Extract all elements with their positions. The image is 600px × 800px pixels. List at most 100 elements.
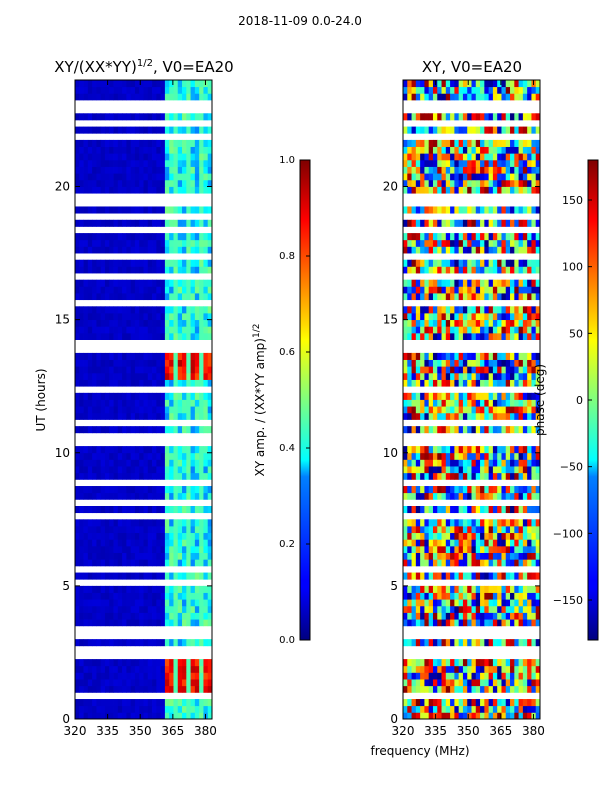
phase-cell [514, 166, 519, 174]
amp-cell [203, 206, 209, 214]
phase-cell [527, 239, 532, 247]
amp-cell [199, 233, 204, 241]
amp-cell [134, 219, 140, 227]
phase-cell [458, 519, 464, 527]
amp-cell [87, 705, 93, 713]
phase-cell [462, 466, 468, 474]
amp-cell [143, 585, 149, 593]
amp-cell [164, 466, 170, 474]
amp-cell [169, 486, 174, 494]
amp-cell [126, 392, 132, 400]
amp-cell [186, 319, 191, 327]
amp-cell [152, 572, 157, 580]
phase-cell [531, 246, 537, 254]
phase-cell [454, 392, 460, 400]
amp-cell [75, 452, 80, 460]
amp-cell [104, 326, 110, 334]
amp-cell [156, 532, 162, 540]
amp-cell [92, 153, 97, 161]
amp-cell [203, 86, 209, 94]
amp-cell [134, 639, 140, 647]
amp-cell [96, 352, 102, 360]
phase-cell [514, 286, 519, 294]
amp-cell [160, 93, 166, 101]
phase-cell [488, 293, 494, 301]
amp-cell [207, 233, 213, 241]
phase-cell [522, 286, 528, 294]
phase-cell [480, 352, 485, 360]
amp-cell [79, 539, 84, 547]
phase-cell [492, 206, 498, 214]
amp-cell [104, 233, 110, 241]
amp-cell [109, 712, 114, 720]
amp-cell [186, 293, 191, 301]
amp-cell [117, 372, 123, 380]
amp-cell [152, 179, 157, 187]
amp-cell [117, 159, 123, 167]
phase-cell [488, 399, 494, 407]
phase-cell [415, 685, 421, 693]
amp-cell [130, 685, 136, 693]
amp-cell [117, 426, 123, 434]
phase-cell [501, 286, 507, 294]
phase-cell [441, 326, 447, 334]
amp-cell [96, 246, 102, 254]
phase-cell [488, 492, 494, 500]
amp-cell [147, 166, 153, 174]
phase-cell [510, 659, 515, 667]
amp-cell [117, 572, 123, 580]
phase-cell [428, 659, 434, 667]
amp-cell [173, 279, 179, 287]
amp-cell [164, 166, 170, 174]
phase-cell [475, 352, 481, 360]
amp-cell [177, 146, 183, 154]
amp-cell [177, 306, 183, 314]
amp-cell [177, 506, 183, 514]
amp-cell [87, 679, 93, 687]
amp-cell [122, 173, 127, 181]
amp-cell [207, 605, 213, 613]
phase-cell [497, 206, 502, 214]
phase-cell [505, 219, 511, 227]
phase-cell [484, 426, 490, 434]
phase-cell [420, 239, 425, 247]
amp-cell [109, 139, 114, 147]
phase-cell [450, 452, 455, 460]
phase-cell [432, 206, 438, 214]
phase-cell [467, 446, 472, 454]
amp-cell [207, 539, 213, 547]
phase-cell [424, 492, 430, 500]
amp-cell [156, 173, 162, 181]
amp-cell [75, 585, 80, 593]
amp-cell [194, 426, 200, 434]
amp-cell [156, 572, 162, 580]
phase-cell [450, 605, 455, 613]
amp-cell [173, 359, 179, 367]
phase-cell [501, 452, 507, 460]
amp-cell [194, 146, 200, 154]
amp-cell [117, 492, 123, 500]
phase-cell [415, 412, 421, 420]
phase-cell [454, 352, 460, 360]
amp-cell [139, 525, 144, 534]
phase-y-tick-label: 5 [390, 579, 398, 593]
amp-cell [147, 592, 153, 600]
amp-cell [156, 293, 162, 301]
phase-cell [437, 592, 442, 600]
amp-cell [134, 239, 140, 247]
amp-cell [160, 665, 166, 673]
amp-cell [177, 472, 183, 480]
phase-cell [488, 525, 494, 534]
phase-cell [467, 605, 472, 613]
phase-cell [484, 572, 490, 580]
phase-cell [415, 233, 421, 241]
phase-cell [475, 679, 481, 687]
amp-cell [199, 679, 204, 687]
phase-cell [458, 173, 464, 181]
amp-cell [207, 612, 213, 620]
amp-cell [87, 359, 93, 367]
phase-cell [437, 306, 442, 314]
phase-cell [432, 159, 438, 167]
amp-cell [130, 705, 136, 713]
amp-cell [173, 366, 179, 374]
